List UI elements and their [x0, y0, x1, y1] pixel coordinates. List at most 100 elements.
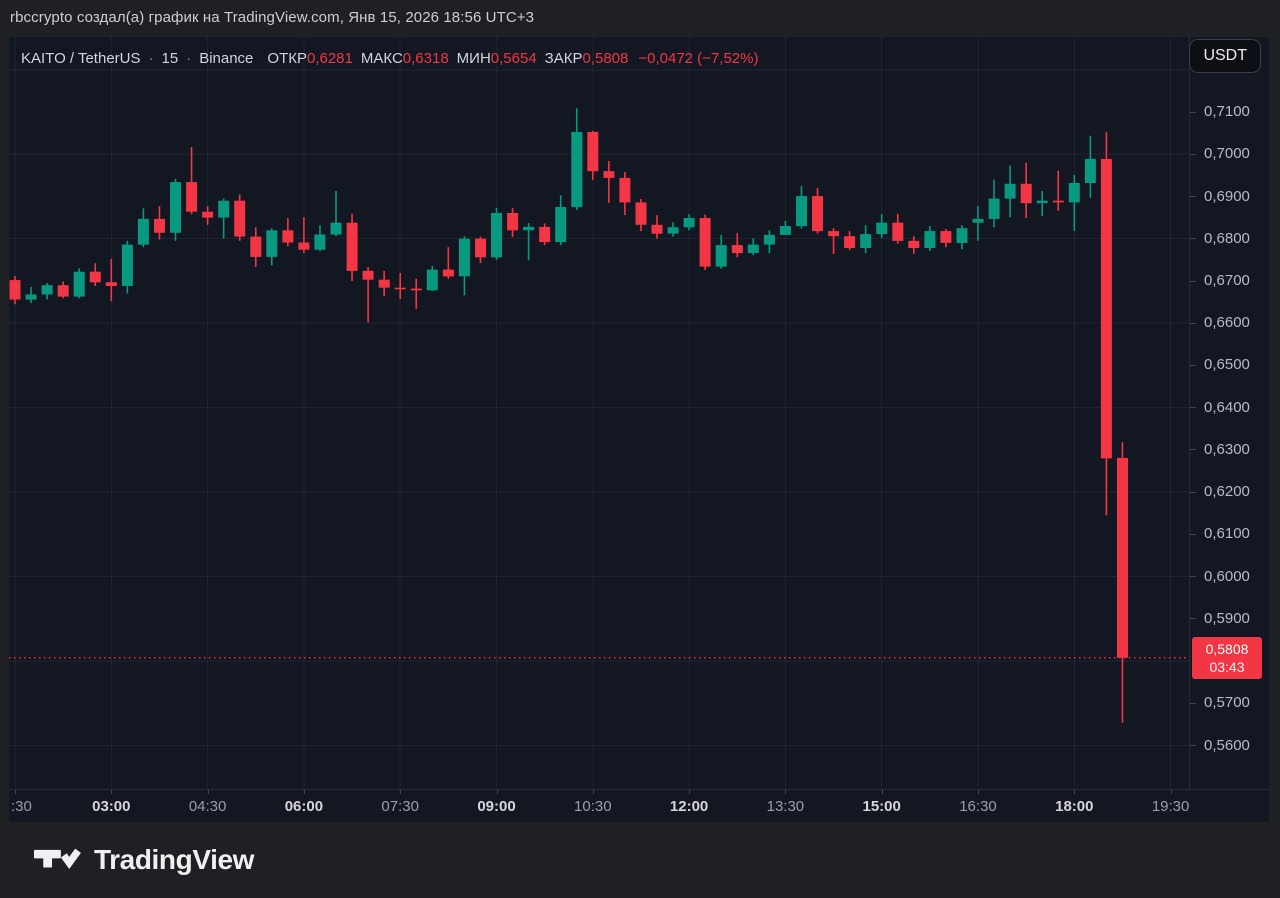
candle: [330, 191, 342, 237]
time-label: 19:30: [1151, 798, 1190, 815]
candle: [1117, 442, 1128, 723]
time-tick-mark: [881, 790, 883, 794]
price-tick-mark: [1190, 196, 1196, 197]
price-tick-label: 0,6300: [1204, 440, 1250, 458]
candle: [635, 199, 647, 232]
currency-toggle-badge[interactable]: USDT: [1189, 39, 1261, 73]
candle: [170, 178, 181, 241]
time-label: 12:00: [669, 798, 709, 815]
candle: [603, 161, 615, 203]
price-tick-mark: [1190, 322, 1196, 324]
candle: [1084, 135, 1096, 198]
time-tick-mark: [15, 790, 16, 794]
candle: [475, 236, 486, 264]
legend-ohlc-values: ОТКР0,6281 МАКС0,6318 МИН0,5654 ЗАКР0,5808: [267, 50, 628, 67]
candle: [9, 275, 21, 305]
candle: [763, 230, 775, 254]
tradingview-logo-text: TradingView: [94, 844, 255, 875]
legend: KAITO / TetherUS · 15 · Binance ОТКР0,62…: [21, 48, 758, 68]
price-tick-label: 0,6100: [1204, 525, 1250, 543]
candle: [346, 213, 358, 281]
price-tick-mark: [1190, 111, 1196, 113]
candle: [410, 278, 422, 309]
time-label: 09:00: [477, 798, 516, 815]
price-tick-label: 0,6200: [1204, 483, 1250, 501]
candle: [1100, 131, 1112, 516]
last-price-value: 0,5808: [1205, 640, 1249, 657]
bar-countdown: 03:43: [1209, 658, 1245, 675]
time-tick-mark: [496, 790, 498, 794]
price-scale[interactable]: 0,5808 03:43 0,7100 0,7000 0,6900 0,6800 0,6…: [1189, 37, 1269, 789]
candle: [458, 236, 470, 296]
candle: [619, 172, 631, 216]
legend-exchange: Binance: [199, 49, 254, 67]
price-tick-label: 0,7100: [1204, 103, 1250, 120]
candle: [362, 267, 374, 323]
legend-separator: ·: [148, 49, 154, 67]
candle: [41, 283, 53, 300]
candle: [442, 247, 454, 279]
price-tick-label: 0,5900: [1204, 609, 1250, 627]
candle: [491, 207, 502, 260]
time-label: 04:30: [188, 798, 227, 815]
candle: [186, 147, 198, 215]
legend-ohlc-item: ОТКР0,6281: [267, 49, 353, 67]
candle: [523, 223, 535, 261]
time-tick-mark: [207, 790, 209, 794]
candle: [683, 214, 695, 231]
tradingview-logo[interactable]: TradingView: [34, 844, 254, 876]
candle: [137, 208, 149, 248]
last-price-badge: 0,5808 03:43: [1192, 636, 1262, 679]
time-label: 18:00: [1055, 798, 1094, 815]
candle: [988, 179, 1000, 228]
price-tick-label: 0,6800: [1204, 229, 1250, 247]
candle: [972, 205, 984, 241]
price-tick-label: 0,6700: [1204, 272, 1250, 289]
legend-separator: ·: [186, 49, 192, 67]
candle: [266, 228, 278, 266]
price-tick-mark: [1190, 533, 1196, 535]
candle: [844, 231, 856, 251]
time-label: 10:30: [574, 798, 612, 815]
legend-ohlc-item: ЗАКР0,5808: [544, 49, 629, 67]
price-tick-label: 0,6600: [1204, 314, 1250, 332]
price-tick-label: 0,5700: [1204, 694, 1250, 712]
candle: [796, 185, 807, 229]
legend-ohlc-item: МАКС0,6318: [360, 49, 449, 67]
time-tick-mark: [592, 790, 594, 794]
legend-change: −0,0472 (−7,52%): [638, 49, 759, 67]
candle: [731, 233, 743, 258]
candle: [747, 238, 759, 256]
legend-interval: 15: [161, 49, 179, 67]
price-tick-mark: [1190, 407, 1196, 409]
time-label: 06:00: [284, 798, 324, 815]
candle: [218, 198, 230, 239]
time-label: 13:30: [766, 798, 805, 815]
candle: [779, 221, 791, 235]
candle: [105, 259, 117, 302]
candle: [876, 213, 888, 238]
price-tick-mark: [1190, 153, 1196, 155]
candle: [860, 225, 872, 254]
candle: [1068, 174, 1080, 232]
price-tick-mark: [1190, 491, 1196, 493]
time-tick-mark: [303, 790, 305, 794]
candle: [426, 265, 438, 292]
time-tick-mark: [400, 790, 402, 794]
candle: [121, 240, 133, 294]
price-tick-mark: [1190, 576, 1196, 578]
candlestick-plot[interactable]: [9, 37, 1189, 789]
price-tick-mark: [1190, 364, 1196, 366]
candle: [298, 217, 310, 254]
candle: [539, 223, 551, 246]
candle: [924, 226, 936, 251]
price-tick-mark: [1190, 449, 1196, 451]
price-tick-mark: [1190, 702, 1196, 704]
time-tick-mark: [978, 790, 979, 794]
candle: [908, 236, 920, 254]
candle: [587, 131, 599, 180]
time-scale[interactable]: :30 03:00 04:30 06:00 07:30 09:00 10:30 12:00 13…: [9, 789, 1269, 822]
candle: [956, 225, 968, 250]
candle: [234, 194, 246, 241]
candle: [378, 270, 390, 297]
